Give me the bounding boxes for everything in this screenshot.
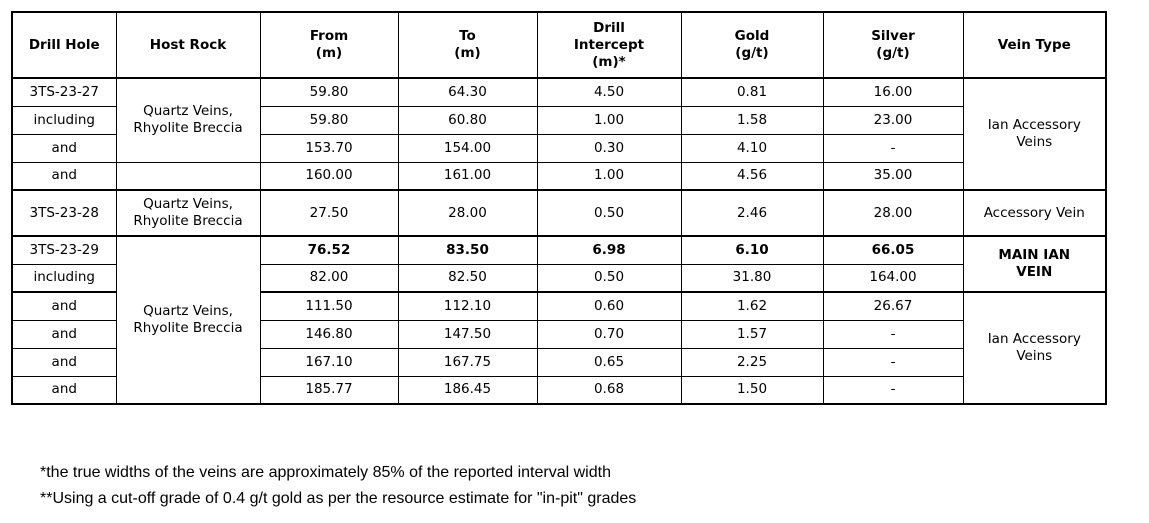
cell-intercept: 0.70 <box>536 319 682 349</box>
cell-gold: 1.58 <box>680 105 824 135</box>
cell-to: 154.00 <box>397 133 538 163</box>
cell-vein-type: Ian Accessory Veins <box>962 77 1107 191</box>
header-row: Drill Hole Host Rock From (m) To (m) Dri… <box>11 11 1107 79</box>
cell-to: 60.80 <box>397 105 538 135</box>
cell-to: 82.50 <box>397 263 538 293</box>
cell-to: 64.30 <box>397 77 538 107</box>
column-header-drill-hole: Drill Hole <box>11 11 117 79</box>
column-header-host-rock: Host Rock <box>115 11 261 79</box>
cell-gold: 6.10 <box>680 235 824 265</box>
table-row: and 167.10 167.75 0.65 2.25 - <box>11 347 1106 377</box>
cell-drill-hole: 3TS-23-29 <box>11 235 117 265</box>
cell-gold: 0.81 <box>680 77 824 107</box>
cell-to: 147.50 <box>397 319 538 349</box>
cell-intercept: 1.00 <box>536 105 682 135</box>
table-row: 3TS-23-27 Quartz Veins, Rhyolite Breccia… <box>11 77 1107 191</box>
cell-intercept: 0.30 <box>536 133 682 163</box>
cell-drill-hole: and <box>11 375 117 405</box>
cell-from: 59.80 <box>259 77 399 107</box>
cell-gold: 1.50 <box>680 375 824 405</box>
cell-silver: 66.05 <box>822 235 964 265</box>
cell-silver: 26.67 <box>822 291 964 321</box>
cell-from: 167.10 <box>259 347 399 377</box>
cell-intercept: 0.50 <box>536 189 682 237</box>
cell-silver: - <box>822 133 964 163</box>
cell-silver: - <box>822 319 964 349</box>
cell-drill-hole: and <box>11 161 117 191</box>
cell-from: 111.50 <box>259 291 399 321</box>
cell-drill-hole: and <box>11 133 117 163</box>
table-row: including 59.80 60.80 1.00 1.58 23.00 <box>11 105 1106 135</box>
cell-intercept: 6.98 <box>536 235 682 265</box>
cell-to: 28.00 <box>397 189 538 237</box>
drill-results-table: Drill Hole Host Rock From (m) To (m) Dri… <box>11 11 1107 405</box>
cell-silver: 35.00 <box>822 161 964 191</box>
cell-from: 59.80 <box>259 105 399 135</box>
cell-drill-hole: 3TS-23-28 <box>11 189 117 237</box>
cell-intercept: 0.68 <box>536 375 682 405</box>
table-row: 3TS-23-28 Quartz Veins, Rhyolite Breccia… <box>11 189 1107 237</box>
cell-vein-type: MAIN IAN VEIN <box>962 235 1107 293</box>
cell-intercept: 0.65 <box>536 347 682 377</box>
cell-host-rock: Quartz Veins, Rhyolite Breccia <box>115 189 261 237</box>
column-header-gold: Gold (g/t) <box>680 11 824 79</box>
cell-gold: 2.46 <box>680 189 824 237</box>
cell-host-rock: Quartz Veins, Rhyolite Breccia <box>115 235 261 405</box>
table-row: and 185.77 186.45 0.68 1.50 - <box>11 375 1106 405</box>
cell-to: 186.45 <box>397 375 538 405</box>
cell-drill-hole: 3TS-23-27 <box>11 77 117 107</box>
cell-vein-type: Ian Accessory Veins <box>962 291 1107 405</box>
cell-gold: 4.10 <box>680 133 824 163</box>
cell-silver: 23.00 <box>822 105 964 135</box>
cell-to: 83.50 <box>397 235 538 265</box>
cell-silver: 28.00 <box>822 189 964 237</box>
cell-intercept: 4.50 <box>536 77 682 107</box>
cell-host-rock: Quartz Veins, Rhyolite Breccia <box>115 77 261 163</box>
cell-host-rock <box>115 161 261 191</box>
cell-drill-hole: and <box>11 347 117 377</box>
footnote-true-width: *the true widths of the veins are approx… <box>40 464 611 481</box>
cell-from: 76.52 <box>259 235 399 265</box>
cell-silver: 164.00 <box>822 263 964 293</box>
cell-silver: - <box>822 375 964 405</box>
cell-intercept: 0.60 <box>536 291 682 321</box>
cell-gold: 1.62 <box>680 291 824 321</box>
cell-from: 27.50 <box>259 189 399 237</box>
cell-intercept: 0.50 <box>536 263 682 293</box>
table-row: 3TS-23-29 Quartz Veins, Rhyolite Breccia… <box>11 235 1107 405</box>
cell-to: 167.75 <box>397 347 538 377</box>
cell-to: 161.00 <box>397 161 538 191</box>
cell-from: 160.00 <box>259 161 399 191</box>
table-row: and 160.00 161.00 1.00 4.56 35.00 <box>11 161 1106 191</box>
cell-from: 82.00 <box>259 263 399 293</box>
cell-intercept: 1.00 <box>536 161 682 191</box>
cell-from: 153.70 <box>259 133 399 163</box>
table-row: including 82.00 82.50 0.50 31.80 164.00 <box>11 263 1106 293</box>
cell-gold: 31.80 <box>680 263 824 293</box>
cell-drill-hole: including <box>11 263 117 293</box>
cell-gold: 1.57 <box>680 319 824 349</box>
cell-drill-hole: and <box>11 319 117 349</box>
cell-silver: 16.00 <box>822 77 964 107</box>
cell-from: 185.77 <box>259 375 399 405</box>
footnotes: *the true widths of the veins are approx… <box>40 460 636 512</box>
column-header-to: To (m) <box>397 11 538 79</box>
cell-gold: 2.25 <box>680 347 824 377</box>
column-header-from: From (m) <box>259 11 399 79</box>
footnote-cutoff-grade: **Using a cut-off grade of 0.4 g/t gold … <box>40 490 637 507</box>
column-header-silver: Silver (g/t) <box>822 11 964 79</box>
table-row: and 153.70 154.00 0.30 4.10 - <box>11 133 1106 163</box>
cell-from: 146.80 <box>259 319 399 349</box>
cell-vein-type: Accessory Vein <box>962 189 1107 237</box>
cell-drill-hole: including <box>11 105 117 135</box>
cell-drill-hole: and <box>11 291 117 321</box>
cell-to: 112.10 <box>397 291 538 321</box>
column-header-vein-type: Vein Type <box>962 11 1107 79</box>
cell-gold: 4.56 <box>680 161 824 191</box>
cell-silver: - <box>822 347 964 377</box>
column-header-drill-intercept: Drill Intercept (m)* <box>536 11 682 79</box>
